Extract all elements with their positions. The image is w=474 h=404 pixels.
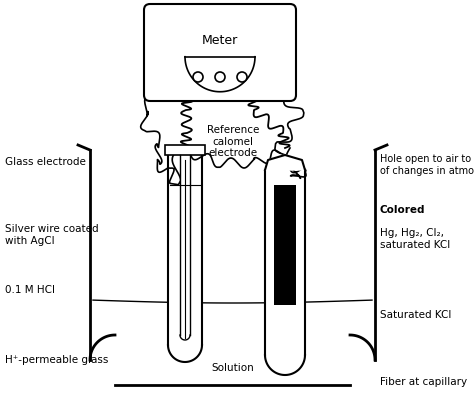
Bar: [265, 155, 305, 375]
Text: Fiber at capillary: Fiber at capillary: [380, 377, 467, 387]
Bar: [180, 155, 190, 335]
Text: Reference
calomel
electrode: Reference calomel electrode: [207, 125, 259, 158]
Text: Hole open to air to prevent effect
of changes in atmospheric pressure: Hole open to air to prevent effect of ch…: [380, 154, 474, 176]
Bar: [168, 155, 202, 362]
Bar: [274, 185, 296, 305]
Text: Meter: Meter: [202, 34, 238, 48]
Text: Solution: Solution: [211, 363, 254, 373]
Text: Silver wire coated
with AgCl: Silver wire coated with AgCl: [5, 224, 99, 246]
Circle shape: [193, 72, 203, 82]
Circle shape: [215, 72, 225, 82]
Text: Colored: Colored: [380, 205, 426, 215]
FancyBboxPatch shape: [144, 4, 296, 101]
Circle shape: [237, 72, 247, 82]
Text: 0.1 M HCl: 0.1 M HCl: [5, 285, 55, 295]
Bar: [165, 145, 205, 155]
Polygon shape: [265, 155, 305, 170]
Text: Hg, Hg₂, Cl₂,
saturated KCl: Hg, Hg₂, Cl₂, saturated KCl: [380, 228, 450, 250]
Text: Glass electrode: Glass electrode: [5, 157, 86, 167]
Text: Saturated KCl: Saturated KCl: [380, 310, 451, 320]
Text: H⁺-permeable glass: H⁺-permeable glass: [5, 355, 109, 365]
